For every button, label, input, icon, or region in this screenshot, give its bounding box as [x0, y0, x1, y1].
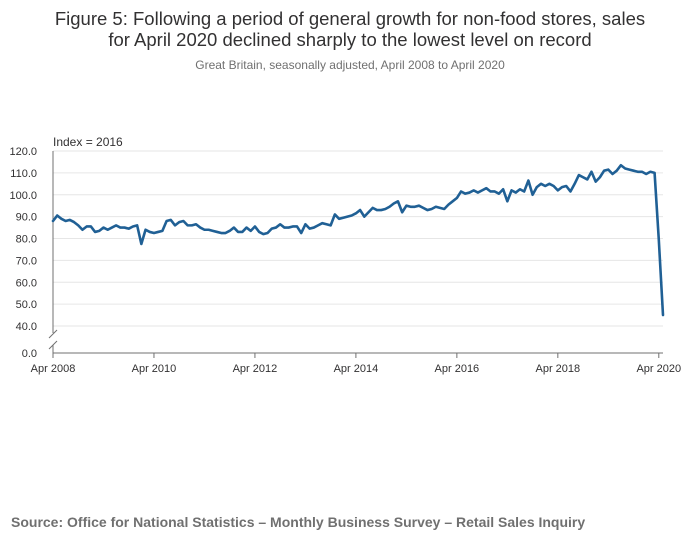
- y-tick-label: 100.0: [9, 190, 37, 202]
- x-tick-label: Apr 2020: [636, 363, 681, 375]
- y-tick-label: 50.0: [16, 299, 37, 311]
- y-axis-break-mark: [48, 329, 58, 339]
- y-tick-label: 70.0: [16, 255, 37, 267]
- x-tick-label: Apr 2018: [535, 363, 580, 375]
- chart-title-line-2: for April 2020 declined sharply to the l…: [108, 29, 592, 50]
- y-tick-label: 90.0: [16, 212, 37, 224]
- source-note: Source: Office for National Statistics –…: [11, 514, 586, 530]
- y-axis-label: Index = 2016: [53, 135, 123, 149]
- chart-title-line-1: Figure 5: Following a period of general …: [54, 8, 646, 29]
- chart-subtitle: Great Britain, seasonally adjusted, Apri…: [195, 58, 505, 72]
- x-tick-label: Apr 2010: [132, 363, 177, 375]
- y-tick-label: 110.0: [10, 168, 37, 180]
- y-tick-label: 0.0: [22, 348, 37, 360]
- y-tick-label: 60.0: [16, 277, 37, 289]
- x-tick-label: Apr 2014: [334, 363, 379, 375]
- y-tick-label: 120.0: [9, 146, 37, 158]
- series-line-non-food-stores: [51, 163, 665, 317]
- x-tick-label: Apr 2008: [31, 363, 76, 375]
- y-tick-label: 80.0: [16, 234, 37, 246]
- y-axis-break-mark: [48, 340, 58, 350]
- chart-title: Figure 5: Following a period of general …: [0, 8, 700, 50]
- x-tick-label: Apr 2016: [435, 363, 480, 375]
- x-tick-label: Apr 2012: [233, 363, 278, 375]
- y-tick-label: 40.0: [16, 321, 37, 333]
